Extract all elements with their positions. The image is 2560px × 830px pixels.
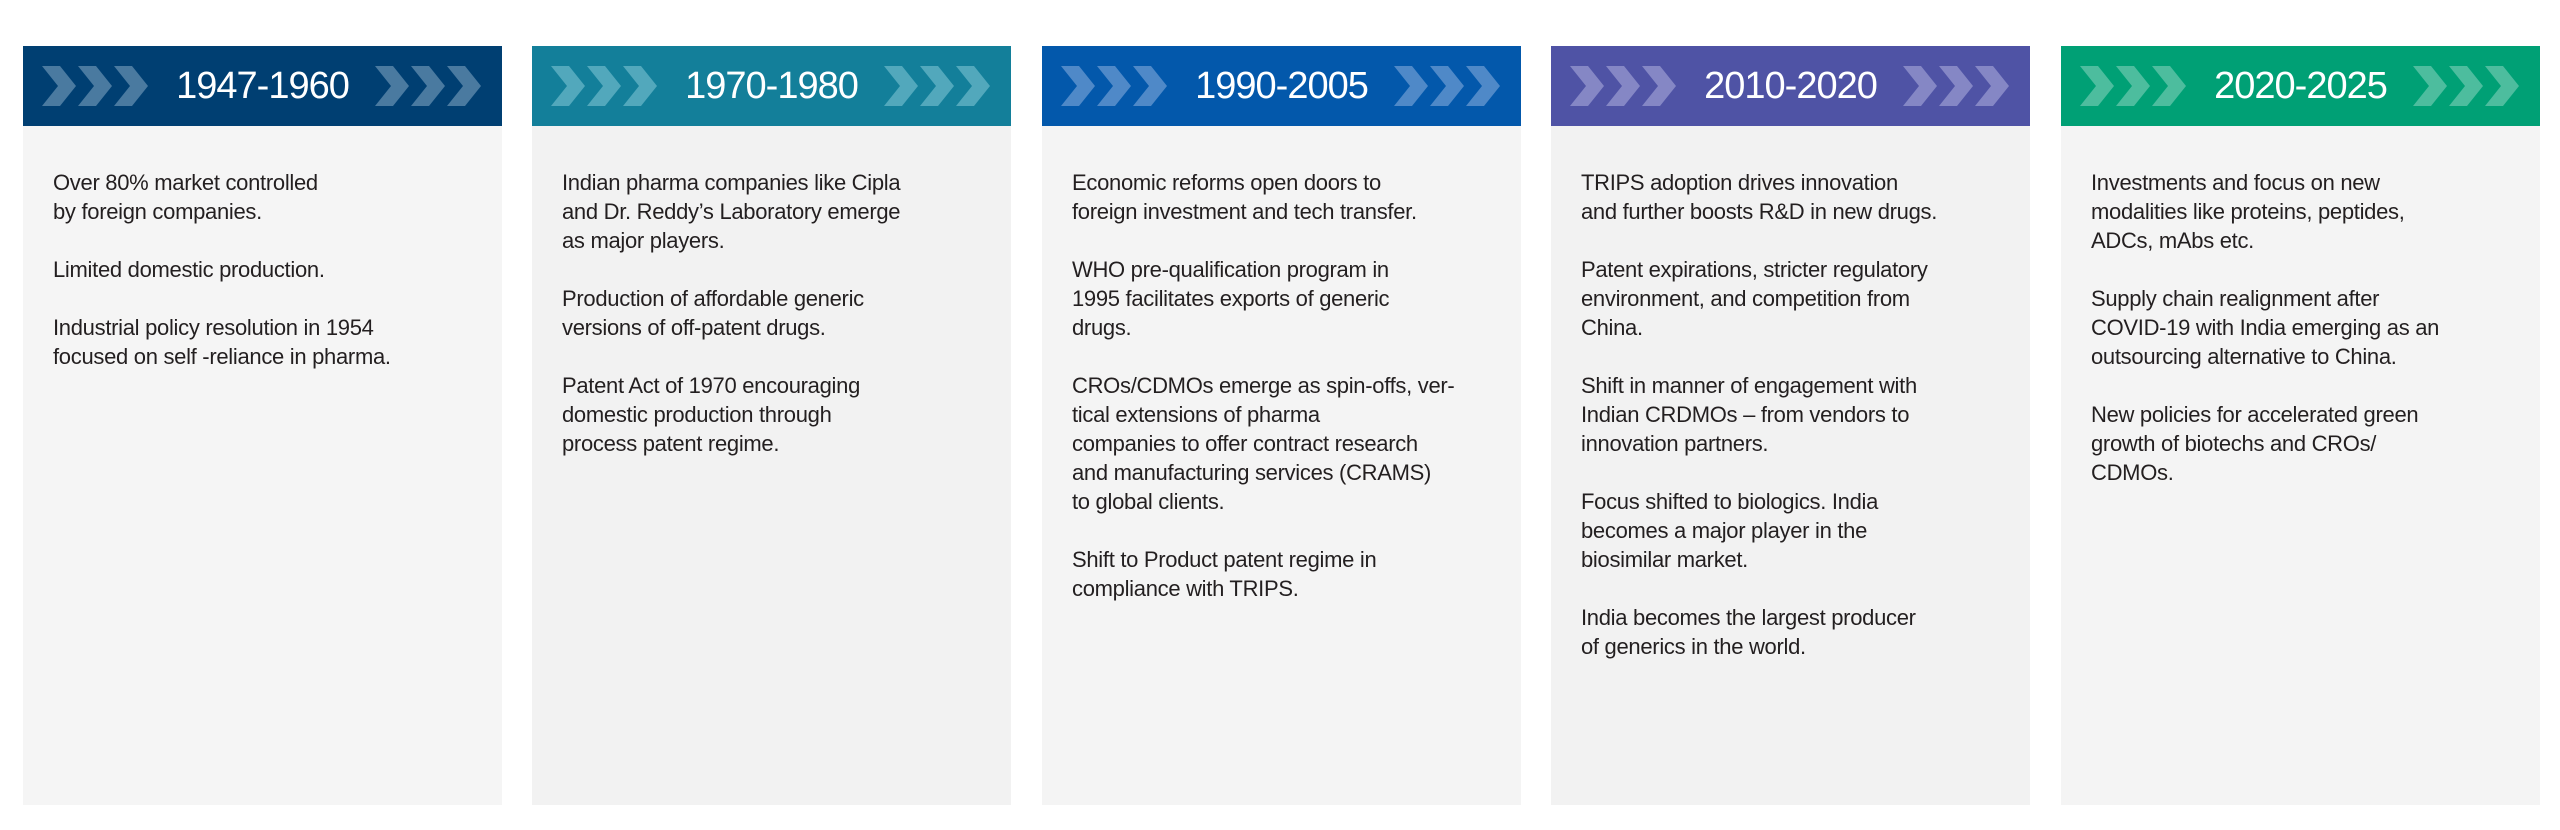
period-header: 2010-2020: [1551, 46, 2030, 126]
period-point: TRIPS adoption drives innovation and fur…: [1581, 170, 1938, 224]
chevron-right-icon: [42, 66, 77, 106]
period-body: Investments and focus on new modalities …: [2061, 126, 2540, 805]
period-title: 1990-2005: [1195, 64, 1369, 107]
chevrons-right-icon: [883, 66, 992, 106]
chevron-right-icon: [2116, 66, 2151, 106]
period-column: 1970-1980 Indian pharma companies like Ci…: [532, 46, 1011, 805]
chevron-right-icon: [374, 66, 409, 106]
period-column: 1947-1960 Over 80% market controlled by f…: [23, 46, 502, 805]
period-point: Investments and focus on new modalities …: [2091, 170, 2405, 253]
period-point: Patent Act of 1970 encouraging domestic …: [562, 373, 861, 456]
chevrons-left-icon: [1570, 66, 1678, 106]
period-point: New policies for accelerated green growt…: [2091, 402, 2419, 485]
period-point: CROs/CDMOs emerge as spin-offs, ver- tic…: [1072, 373, 1455, 514]
chevrons-right-icon: [374, 66, 483, 106]
chevron-right-icon: [2484, 66, 2519, 106]
chevron-right-icon: [2448, 66, 2483, 106]
period-column: 2010-2020 TRIPS adoption drives innovatio…: [1551, 46, 2030, 805]
period-point: WHO pre-qualification program in 1995 fa…: [1072, 257, 1390, 340]
chevrons-left-icon: [1061, 66, 1169, 106]
chevron-right-icon: [1061, 66, 1096, 106]
chevrons-left-icon: [551, 66, 659, 106]
period-column: 1990-2005 Economic reforms open doors to …: [1042, 46, 1521, 805]
period-point: Economic reforms open doors to foreign i…: [1072, 170, 1417, 224]
chevron-right-icon: [1570, 66, 1605, 106]
chevron-right-icon: [1606, 66, 1641, 106]
chevron-right-icon: [2412, 66, 2447, 106]
period-header: 2020-2025: [2061, 46, 2540, 126]
chevron-right-icon: [1642, 66, 1677, 106]
chevron-right-icon: [1133, 66, 1168, 106]
period-point: Focus shifted to biologics. India become…: [1581, 489, 1879, 572]
chevron-right-icon: [1938, 66, 1973, 106]
chevron-right-icon: [1429, 66, 1464, 106]
chevron-right-icon: [587, 66, 622, 106]
chevron-right-icon: [78, 66, 113, 106]
period-point: Indian pharma companies like Cipla and D…: [562, 170, 901, 253]
period-title: 2020-2025: [2214, 64, 2388, 107]
period-point: Over 80% market controlled by foreign co…: [53, 170, 318, 224]
chevrons-right-icon: [1902, 66, 2011, 106]
period-header: 1970-1980: [532, 46, 1011, 126]
chevron-right-icon: [2152, 66, 2187, 106]
chevron-right-icon: [919, 66, 954, 106]
chevron-right-icon: [1393, 66, 1428, 106]
chevron-right-icon: [1097, 66, 1132, 106]
period-point: India becomes the largest producer of ge…: [1581, 605, 1916, 659]
chevron-right-icon: [114, 66, 149, 106]
period-title: 2010-2020: [1704, 64, 1878, 107]
chevron-right-icon: [2080, 66, 2115, 106]
chevrons-right-icon: [1393, 66, 1502, 106]
period-title: 1947-1960: [176, 64, 350, 107]
period-body: Indian pharma companies like Cipla and D…: [532, 126, 1011, 805]
chevrons-right-icon: [2412, 66, 2521, 106]
period-point: Limited domestic production.: [53, 257, 325, 282]
chevron-right-icon: [446, 66, 481, 106]
chevron-right-icon: [551, 66, 586, 106]
chevron-right-icon: [1465, 66, 1500, 106]
chevron-right-icon: [410, 66, 445, 106]
period-body: Over 80% market controlled by foreign co…: [23, 126, 502, 805]
period-body: Economic reforms open doors to foreign i…: [1042, 126, 1521, 805]
period-header: 1947-1960: [23, 46, 502, 126]
period-point: Shift to Product patent regime in compli…: [1072, 547, 1377, 601]
chevrons-left-icon: [42, 66, 150, 106]
chevron-right-icon: [883, 66, 918, 106]
period-point: Production of affordable generic version…: [562, 286, 864, 340]
chevron-right-icon: [1974, 66, 2009, 106]
chevrons-left-icon: [2080, 66, 2188, 106]
period-point: Patent expirations, stricter regulatory …: [1581, 257, 1928, 340]
period-header: 1990-2005: [1042, 46, 1521, 126]
chevron-right-icon: [1902, 66, 1937, 106]
period-body: TRIPS adoption drives innovation and fur…: [1551, 126, 2030, 805]
period-point: Shift in manner of engagement with India…: [1581, 373, 1917, 456]
chevron-right-icon: [623, 66, 658, 106]
period-point: Supply chain realignment after COVID-19 …: [2091, 286, 2440, 369]
chevron-right-icon: [955, 66, 990, 106]
period-column: 2020-2025 Investments and focus on new mo…: [2061, 46, 2540, 805]
period-point: Industrial policy resolution in 1954 foc…: [53, 315, 391, 369]
period-title: 1970-1980: [685, 64, 859, 107]
